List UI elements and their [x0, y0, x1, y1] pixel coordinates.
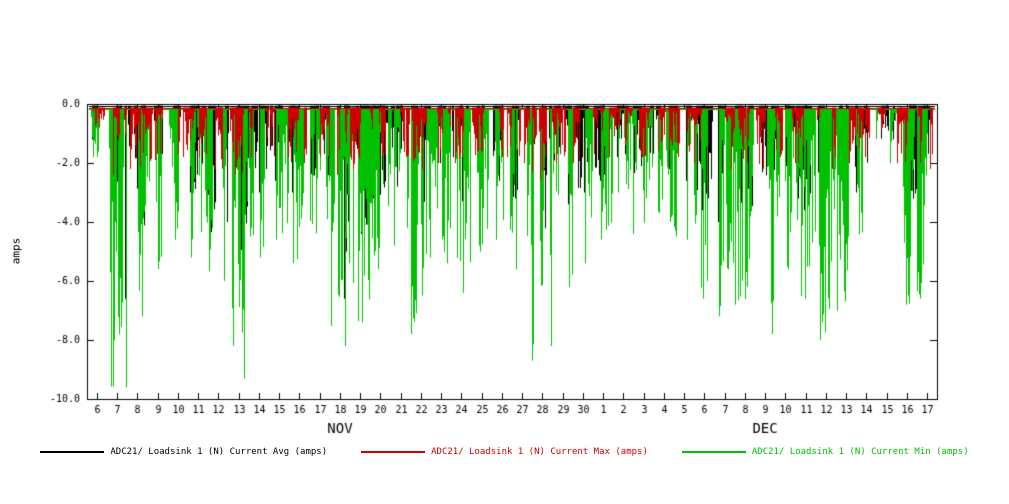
y-axis-label: amps: [9, 237, 23, 265]
legend-line-avg-icon: [40, 451, 105, 453]
legend-label-max: ADC21/ Loadsink 1 (N) Current Max (amps): [431, 447, 648, 457]
legend-item-avg: ADC21/ Loadsink 1 (N) Current Avg (amps): [40, 447, 327, 457]
legend-line-min-icon: [681, 451, 746, 453]
chart-legend: ADC21/ Loadsink 1 (N) Current Avg (amps)…: [0, 447, 1009, 457]
legend-item-min: ADC21/ Loadsink 1 (N) Current Min (amps): [681, 447, 969, 457]
legend-line-max-icon: [361, 451, 426, 453]
legend-label-min: ADC21/ Loadsink 1 (N) Current Min (amps): [751, 447, 969, 457]
legend-label-avg: ADC21/ Loadsink 1 (N) Current Avg (amps): [110, 447, 328, 457]
legend-item-max: ADC21/ Loadsink 1 (N) Current Max (amps): [361, 447, 648, 457]
